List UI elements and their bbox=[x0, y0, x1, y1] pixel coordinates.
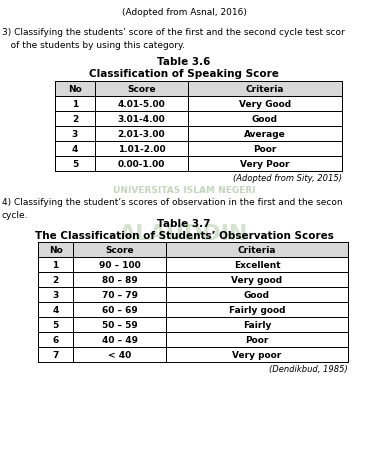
Text: The Classification of Students’ Observation Scores: The Classification of Students’ Observat… bbox=[35, 231, 333, 241]
Text: 6: 6 bbox=[52, 335, 59, 344]
Text: Poor: Poor bbox=[253, 145, 277, 154]
Text: 7: 7 bbox=[52, 350, 59, 359]
Text: 2: 2 bbox=[72, 115, 78, 124]
Text: cycle.: cycle. bbox=[2, 211, 28, 219]
Text: 1.01-2.00: 1.01-2.00 bbox=[118, 145, 165, 154]
Text: 90 – 100: 90 – 100 bbox=[99, 260, 140, 269]
Text: MAKASSAR: MAKASSAR bbox=[137, 268, 231, 283]
Text: 40 – 49: 40 – 49 bbox=[102, 335, 138, 344]
Text: Criteria: Criteria bbox=[246, 85, 284, 94]
Text: (Dendikbud, 1985): (Dendikbud, 1985) bbox=[269, 364, 348, 373]
Text: Good: Good bbox=[252, 115, 278, 124]
Text: No: No bbox=[68, 85, 82, 94]
Text: 3: 3 bbox=[72, 130, 78, 139]
Text: 4) Classifying the student’s scores of observation in the first and the secon: 4) Classifying the student’s scores of o… bbox=[2, 197, 343, 207]
Text: No: No bbox=[49, 245, 62, 254]
Text: UNIVERSITAS ISLAM NEGERI: UNIVERSITAS ISLAM NEGERI bbox=[113, 186, 255, 195]
Text: Very Poor: Very Poor bbox=[240, 160, 290, 169]
Text: Average: Average bbox=[244, 130, 286, 139]
Text: Good: Good bbox=[244, 290, 270, 299]
Text: 4: 4 bbox=[52, 305, 59, 314]
Bar bbox=[38, 243, 348, 258]
Text: Very good: Very good bbox=[231, 275, 283, 284]
Text: Score: Score bbox=[105, 245, 134, 254]
Text: Very Good: Very Good bbox=[239, 100, 291, 109]
Text: Very poor: Very poor bbox=[232, 350, 282, 359]
Bar bbox=[55, 127, 342, 142]
Text: ALAUDDIN: ALAUDDIN bbox=[119, 223, 249, 243]
Bar bbox=[55, 157, 342, 172]
Bar bbox=[38, 302, 348, 317]
Text: 3.01-4.00: 3.01-4.00 bbox=[118, 115, 165, 124]
Text: Score: Score bbox=[127, 85, 156, 94]
Text: 70 – 79: 70 – 79 bbox=[102, 290, 138, 299]
Text: 4.01-5.00: 4.01-5.00 bbox=[118, 100, 165, 109]
Bar bbox=[38, 258, 348, 273]
Text: Fairly good: Fairly good bbox=[229, 305, 285, 314]
Text: (Adopted from Sity, 2015): (Adopted from Sity, 2015) bbox=[233, 174, 342, 182]
Text: 3) Classifying the students’ score of the first and the second cycle test scor: 3) Classifying the students’ score of th… bbox=[2, 28, 345, 37]
Bar bbox=[38, 317, 348, 332]
Text: 50 – 59: 50 – 59 bbox=[102, 320, 137, 329]
Bar bbox=[55, 97, 342, 112]
Bar bbox=[38, 273, 348, 288]
Text: Table 3.6: Table 3.6 bbox=[157, 57, 211, 67]
Text: 5: 5 bbox=[52, 320, 59, 329]
Text: Excellent: Excellent bbox=[234, 260, 280, 269]
Bar bbox=[38, 332, 348, 347]
Text: Classification of Speaking Score: Classification of Speaking Score bbox=[89, 69, 279, 79]
Text: 5: 5 bbox=[72, 160, 78, 169]
Text: < 40: < 40 bbox=[108, 350, 131, 359]
Text: 4: 4 bbox=[72, 145, 78, 154]
Text: 2: 2 bbox=[52, 275, 59, 284]
Text: 3: 3 bbox=[52, 290, 59, 299]
Bar bbox=[55, 142, 342, 157]
Bar bbox=[38, 288, 348, 302]
Text: 0.00-1.00: 0.00-1.00 bbox=[118, 160, 165, 169]
Text: Table 3.7: Table 3.7 bbox=[157, 218, 211, 228]
Bar bbox=[55, 82, 342, 97]
Text: 1: 1 bbox=[52, 260, 59, 269]
Text: (Adopted from Asnal, 2016): (Adopted from Asnal, 2016) bbox=[121, 8, 247, 17]
Bar bbox=[38, 347, 348, 362]
Text: 1: 1 bbox=[72, 100, 78, 109]
Text: Criteria: Criteria bbox=[238, 245, 276, 254]
Text: 60 – 69: 60 – 69 bbox=[102, 305, 137, 314]
Bar bbox=[55, 112, 342, 127]
Text: 80 – 89: 80 – 89 bbox=[102, 275, 137, 284]
Text: of the students by using this category.: of the students by using this category. bbox=[2, 41, 185, 50]
Text: Poor: Poor bbox=[245, 335, 269, 344]
Text: Fairly: Fairly bbox=[243, 320, 271, 329]
Text: 2.01-3.00: 2.01-3.00 bbox=[118, 130, 165, 139]
